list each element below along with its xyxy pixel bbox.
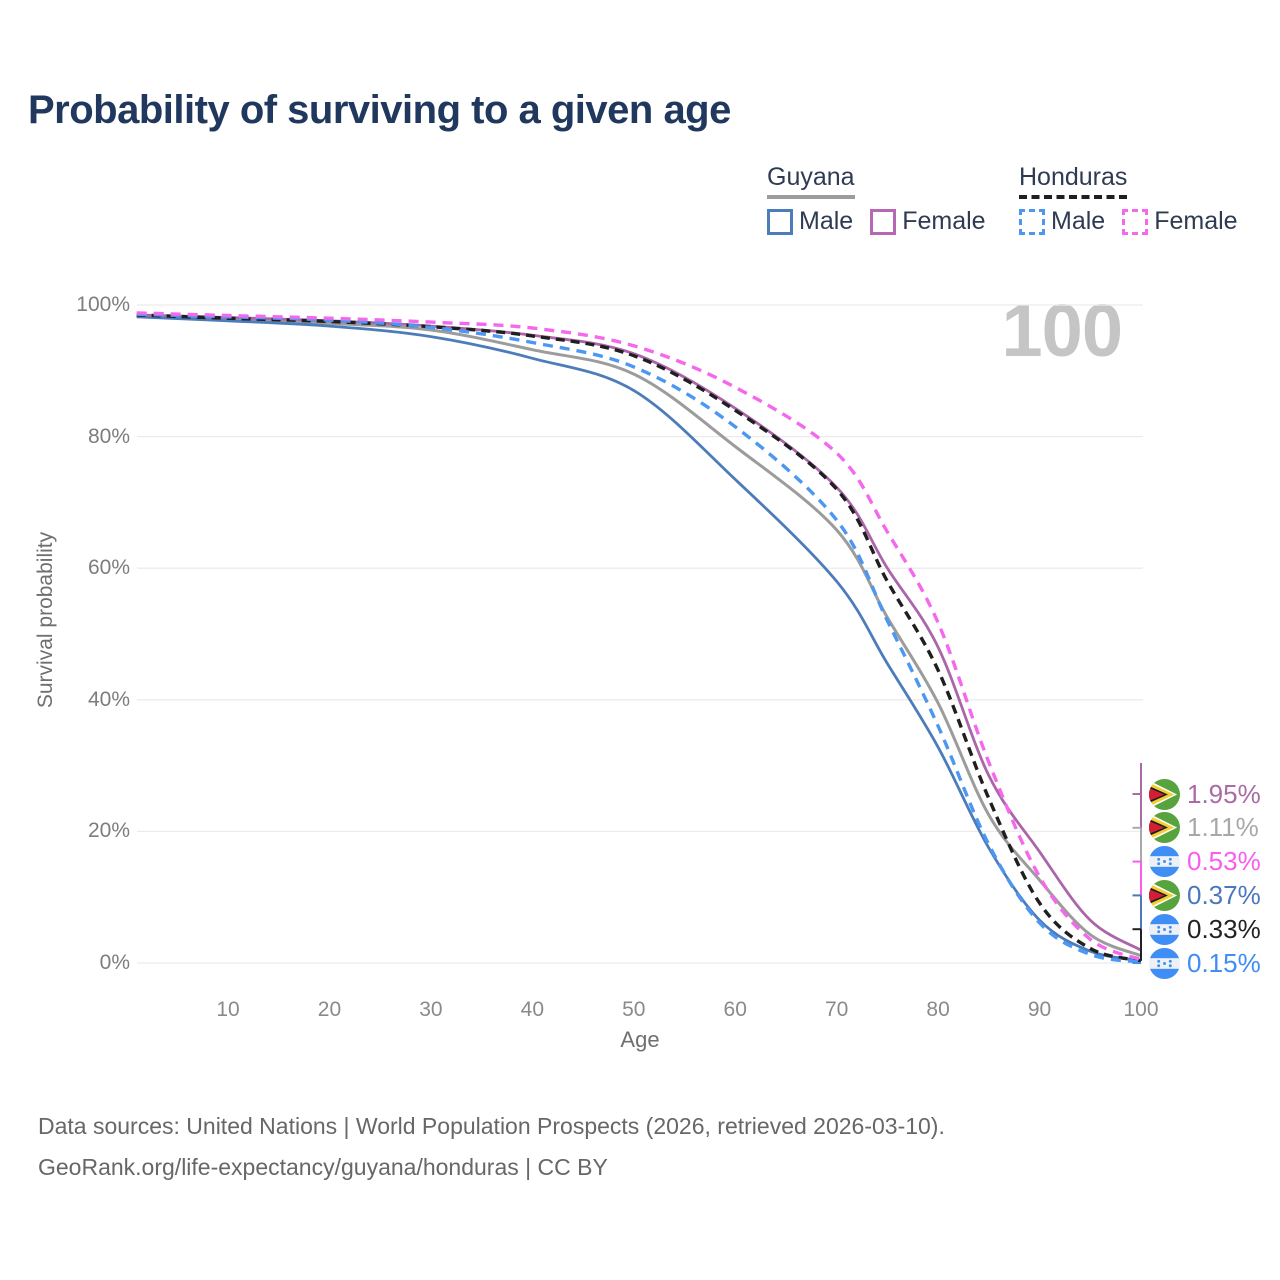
legend-group-honduras: Honduras Male Female [1019,163,1238,236]
legend-item-honduras-male[interactable]: Male [1019,207,1105,236]
legend-label-guyana-male: Male [799,207,854,235]
end-label-honduras-male: 0.15% [1149,947,1261,979]
end-label-guyana: 1.11% [1149,812,1259,844]
x-tick-label: 60 [723,998,747,1021]
legend-item-honduras-female[interactable]: Female [1122,207,1238,236]
end-value-guyana-female: 1.95% [1187,778,1261,809]
legend-checkbox-guyana-male[interactable] [767,208,793,235]
y-axis-title: Survival probability [34,531,57,709]
y-tick-label: 40% [87,687,130,711]
legend-country-guyana[interactable]: Guyana [767,163,855,199]
end-label-guyana-female: 1.95% [1149,778,1261,810]
series-line-honduras-male [136,312,1142,964]
honduras-flag-icon [1149,846,1180,878]
legend-label-honduras-female: Female [1154,207,1238,235]
end-value-guyana: 1.11% [1187,812,1259,843]
hover-age-indicator: 100 [1001,289,1123,372]
source-line-1: Data sources: United Nations | World Pop… [38,1113,945,1139]
legend-group-guyana: Guyana Male Female [767,163,986,236]
x-axis-title: Age [620,1027,660,1052]
x-tick-label: 50 [622,998,646,1021]
y-tick-label: 80% [87,424,130,448]
legend-label-guyana-female: Female [902,207,986,235]
legend-checkbox-honduras-female[interactable] [1122,208,1149,235]
legend-country-honduras[interactable]: Honduras [1019,163,1128,199]
end-value-honduras-male: 0.15% [1187,947,1261,978]
end-value-honduras-female: 0.53% [1187,846,1261,877]
y-tick-label: 0% [99,951,130,974]
x-tick-label: 70 [824,998,849,1021]
x-tick-label: 40 [520,998,545,1021]
x-tick-label: 20 [317,998,342,1021]
guyana-flag-icon [1149,778,1180,810]
honduras-flag-icon [1149,913,1180,945]
legend-item-guyana-male[interactable]: Male [767,207,853,236]
y-tick-label: 60% [87,556,130,580]
honduras-flag-icon [1149,947,1180,979]
end-label-honduras-female: 0.53% [1149,846,1261,878]
legend-checkbox-honduras-male[interactable] [1019,208,1045,235]
x-tick-label: 10 [216,998,240,1021]
end-value-guyana-male: 0.37% [1187,879,1261,910]
series-line-honduras-female [136,311,1142,962]
y-tick-label: 20% [87,819,130,843]
page-title: Probability of surviving to a given age [28,88,731,132]
x-tick-label: 90 [1027,998,1052,1021]
guyana-flag-icon [1149,879,1180,911]
series-line-honduras [136,313,1142,963]
legend-checkbox-guyana-female[interactable] [870,208,897,235]
source-line-2: GeoRank.org/life-expectancy/guyana/hondu… [38,1154,608,1180]
x-tick-label: 30 [419,998,443,1021]
end-value-honduras: 0.33% [1187,913,1261,944]
legend-item-guyana-female[interactable]: Female [870,207,986,236]
plot-hover-area[interactable] [137,305,1143,963]
y-tick-label: 100% [76,293,130,316]
end-label-guyana-male: 0.37% [1149,879,1261,911]
x-tick-label: 80 [926,998,950,1021]
legend-label-honduras-male: Male [1051,207,1106,235]
x-tick-label: 100 [1123,998,1159,1021]
data-source-note: Data sources: United Nations | World Pop… [38,1106,945,1188]
end-label-honduras: 0.33% [1149,913,1261,945]
guyana-flag-icon [1149,812,1180,844]
